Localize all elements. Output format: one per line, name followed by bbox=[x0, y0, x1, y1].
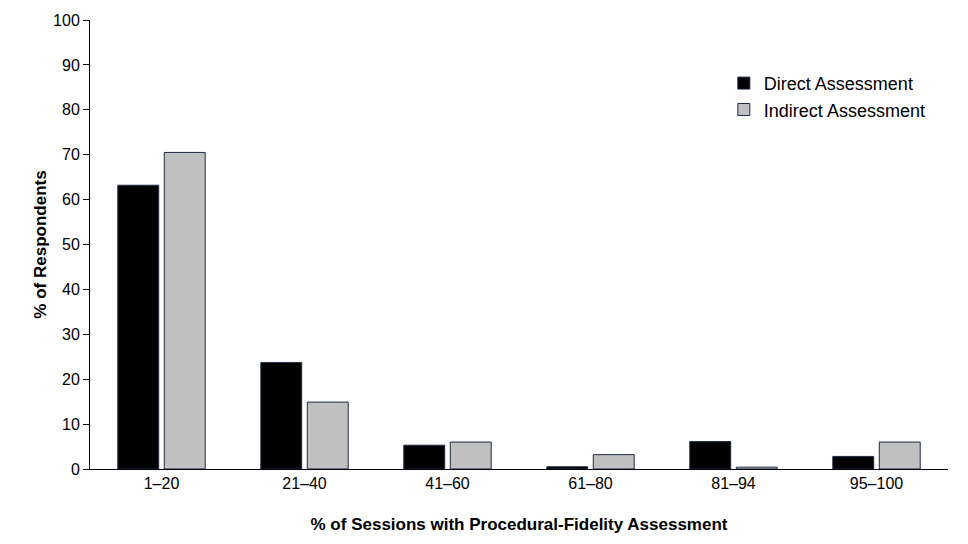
svg-text:21–40: 21–40 bbox=[282, 475, 327, 492]
svg-text:40: 40 bbox=[62, 281, 80, 298]
svg-text:95–100: 95–100 bbox=[850, 475, 903, 492]
svg-text:81–94: 81–94 bbox=[711, 475, 756, 492]
svg-text:10: 10 bbox=[62, 416, 80, 433]
svg-text:41–60: 41–60 bbox=[425, 475, 470, 492]
svg-text:90: 90 bbox=[62, 57, 80, 74]
svg-text:20: 20 bbox=[62, 371, 80, 388]
svg-text:80: 80 bbox=[62, 101, 80, 118]
svg-text:60: 60 bbox=[62, 191, 80, 208]
svg-text:30: 30 bbox=[62, 326, 80, 343]
svg-text:50: 50 bbox=[62, 236, 80, 253]
svg-text:1–20: 1–20 bbox=[144, 475, 180, 492]
svg-text:61–80: 61–80 bbox=[568, 475, 613, 492]
svg-text:% of Sessions with Procedural-: % of Sessions with Procedural-Fidelity A… bbox=[311, 515, 728, 534]
svg-text:70: 70 bbox=[62, 146, 80, 163]
svg-text:100: 100 bbox=[53, 12, 80, 29]
svg-text:% of Respondents: % of Respondents bbox=[31, 170, 50, 318]
svg-text:0: 0 bbox=[71, 461, 80, 478]
svg-text:Indirect Assessment: Indirect Assessment bbox=[764, 101, 925, 121]
svg-text:Direct Assessment: Direct Assessment bbox=[764, 74, 913, 94]
